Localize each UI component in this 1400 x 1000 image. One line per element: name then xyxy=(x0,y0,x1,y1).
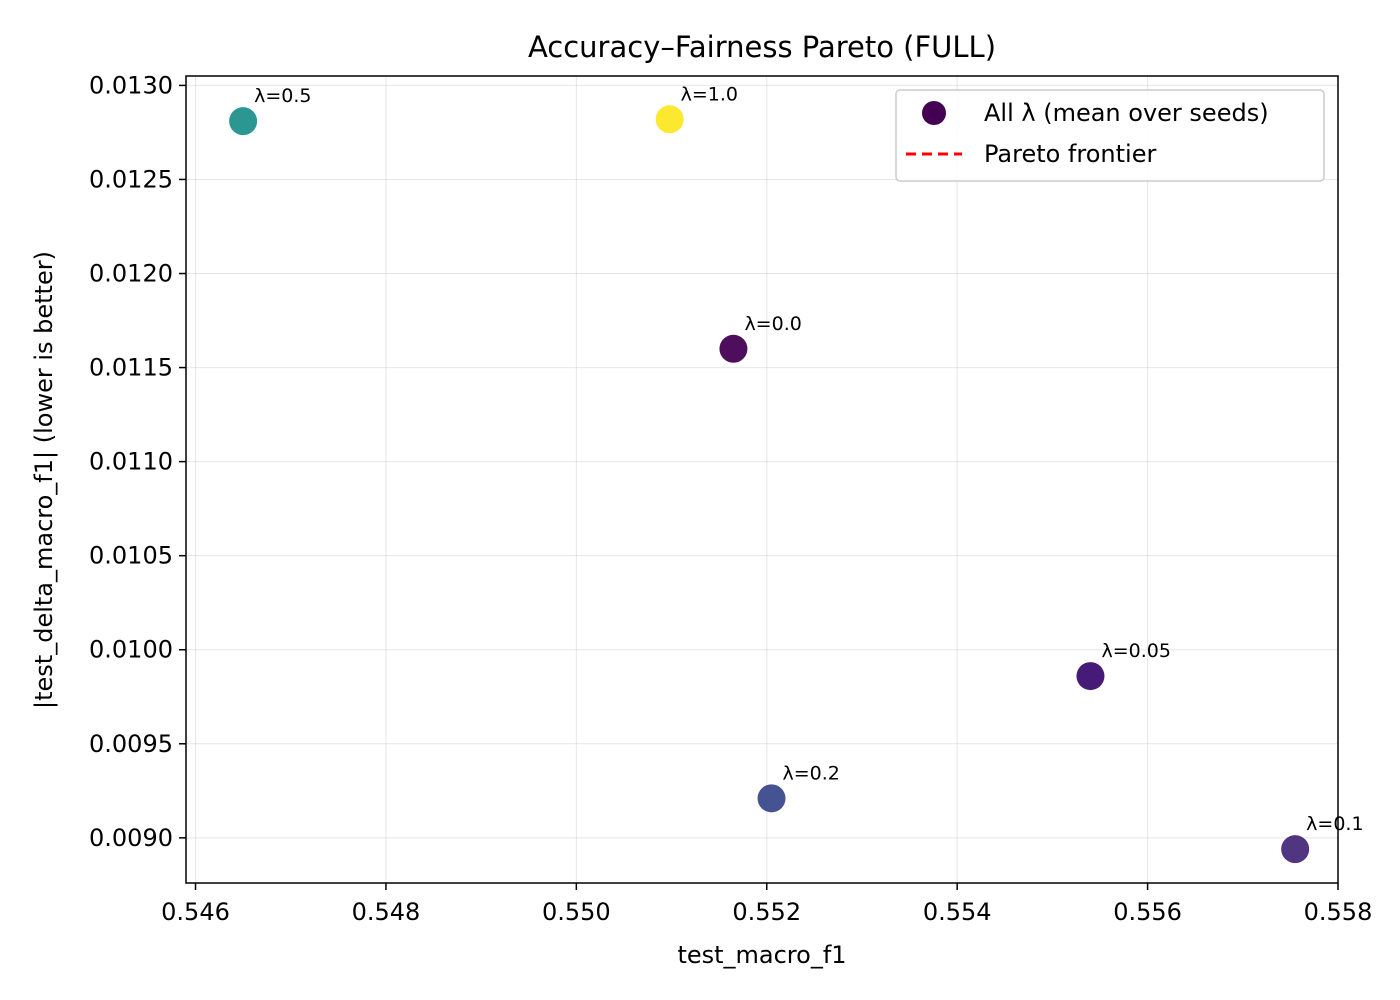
x-tick-label: 0.552 xyxy=(732,898,801,926)
y-tick-label: 0.0105 xyxy=(89,542,173,570)
plot-frame xyxy=(185,75,1339,884)
y-tick-label: 0.0125 xyxy=(89,165,173,193)
x-tick-label: 0.558 xyxy=(1304,898,1373,926)
data-point xyxy=(655,105,684,134)
point-label: λ=0.1 xyxy=(1306,813,1363,835)
y-tick-label: 0.0090 xyxy=(89,824,173,852)
x-axis-label: test_macro_f1 xyxy=(677,941,846,969)
x-tick-label: 0.556 xyxy=(1113,898,1182,926)
y-tick-label: 0.0100 xyxy=(89,636,173,664)
x-tick-label: 0.550 xyxy=(542,898,611,926)
legend-marker-icon xyxy=(922,101,946,125)
x-tick-label: 0.546 xyxy=(161,898,230,926)
y-axis: 0.0090 0.0095 0.0100 0.0105 0.0110 0.0115 0.01… xyxy=(89,71,186,852)
data-points xyxy=(229,105,1310,864)
data-point xyxy=(1076,662,1105,691)
legend: All λ (mean over seeds) Pareto frontier xyxy=(895,89,1325,182)
point-labels: λ=0.0 λ=0.05 λ=0.1 λ=0.2 λ=0.5 λ=1.0 xyxy=(254,83,1363,835)
point-label: λ=0.0 xyxy=(744,313,801,335)
chart-title: Accuracy–Fairness Pareto (FULL) xyxy=(528,30,996,64)
legend-box xyxy=(895,89,1325,182)
point-label: λ=0.5 xyxy=(254,85,311,107)
x-tick-label: 0.554 xyxy=(923,898,992,926)
y-tick-label: 0.0095 xyxy=(89,730,173,758)
data-point xyxy=(757,784,786,813)
x-axis: 0.546 0.548 0.550 0.552 0.554 0.556 0.558 xyxy=(161,883,1372,926)
point-label: λ=0.05 xyxy=(1101,640,1170,662)
y-tick-label: 0.0110 xyxy=(89,448,173,476)
data-point xyxy=(229,107,258,136)
point-label: λ=0.2 xyxy=(783,762,840,784)
y-tick-label: 0.0130 xyxy=(89,71,173,99)
data-point xyxy=(1281,835,1310,864)
legend-label-frontier: Pareto frontier xyxy=(984,140,1156,168)
y-axis-label: |test_delta_macro_f1| (lower is better) xyxy=(30,251,58,709)
grid xyxy=(186,76,1339,883)
data-point xyxy=(719,334,748,363)
y-tick-label: 0.0115 xyxy=(89,354,173,382)
point-label: λ=1.0 xyxy=(681,83,738,105)
y-tick-label: 0.0120 xyxy=(89,260,173,288)
x-tick-label: 0.548 xyxy=(352,898,421,926)
legend-label-points: All λ (mean over seeds) xyxy=(984,99,1269,127)
